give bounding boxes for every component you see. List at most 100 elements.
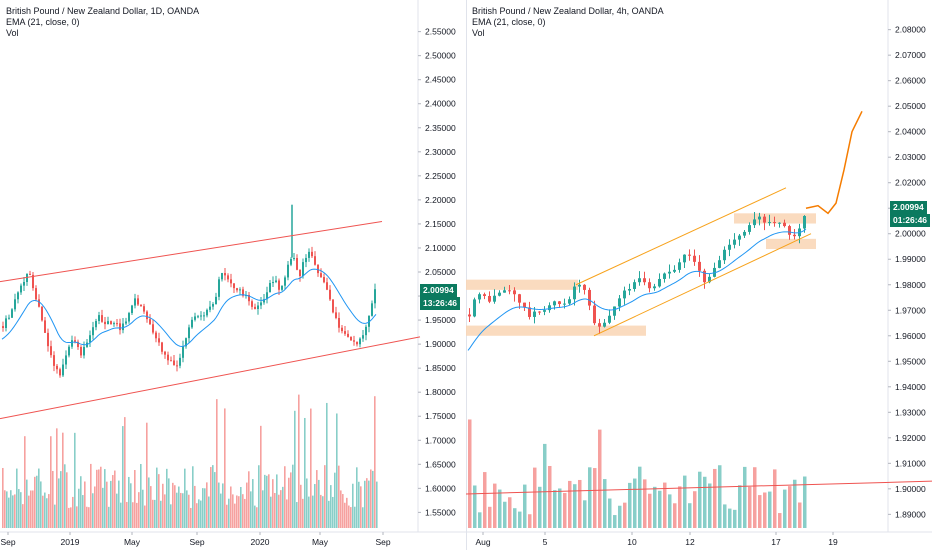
left-candle-body (62, 364, 64, 376)
right-candle-body (678, 262, 681, 270)
right-volume-ma-line (466, 480, 932, 495)
right-x-tick-label: 5 (543, 537, 548, 547)
left-volume-bar (356, 467, 358, 528)
right-candle-body (588, 289, 591, 306)
right-candle-body (623, 290, 626, 299)
right-legend-ema[interactable]: EMA (21, close, 0) (472, 17, 546, 27)
left-legend-vol[interactable]: Vol (6, 28, 19, 38)
right-volume-bar (728, 508, 732, 528)
left-candle-body (53, 355, 55, 366)
left-volume-bar (298, 394, 300, 528)
left-candle-body (248, 294, 250, 302)
left-legend-title[interactable]: British Pound / New Zealand Dollar, 1D, … (6, 6, 200, 16)
left-volume-bar (366, 478, 368, 528)
right-chart-canvas[interactable]: 2.08000 2.07000 2.06000 2.05000 2.04000 2.030… (466, 0, 932, 550)
left-volume-bar (140, 464, 142, 528)
right-y-tick-label: 2.07000 (895, 50, 926, 60)
right-volume-bar (558, 488, 562, 528)
right-candle-body (523, 302, 526, 308)
left-legend: British Pound / New Zealand Dollar, 1D, … (6, 6, 199, 39)
left-candle-body (320, 273, 322, 278)
left-volume-bar (4, 490, 6, 528)
right-volume-bar (508, 497, 512, 528)
left-volume-bar (370, 469, 372, 528)
left-volume-bar (124, 417, 126, 528)
right-countdown-badge: 01:26:46 (890, 214, 931, 228)
right-volume-bar (528, 514, 532, 528)
right-volume-bar (733, 509, 737, 528)
right-volume-bar (583, 500, 587, 528)
left-volume-bar (194, 485, 196, 528)
right-sr-zone (766, 238, 816, 250)
right-volume-bar (568, 480, 572, 528)
left-candle-body (182, 346, 184, 358)
pane-divider[interactable] (466, 0, 467, 550)
left-volume-bar (178, 486, 180, 528)
right-candle-body (778, 222, 781, 224)
right-candle-body (578, 284, 581, 287)
right-y-tick-label: 1.95000 (895, 356, 926, 366)
right-legend-title[interactable]: British Pound / New Zealand Dollar, 4h, … (472, 6, 664, 16)
left-volume-bar (324, 465, 326, 528)
right-volume-bar (753, 467, 757, 528)
left-candle-body (239, 289, 241, 291)
right-candle-body (583, 284, 586, 290)
right-candle-body (518, 294, 521, 303)
right-candle-body (768, 222, 771, 224)
left-candle-body (326, 282, 328, 290)
left-candle-body (80, 346, 82, 356)
left-volume-bar (158, 474, 160, 528)
left-y-tick-label: 2.40000 (425, 99, 456, 109)
right-volume-bar (573, 484, 577, 528)
left-candle-body (242, 289, 244, 296)
left-candle-body (287, 264, 289, 278)
left-volume-bar (50, 436, 52, 528)
left-candle-body (371, 303, 373, 316)
left-y-tick-label: 2.10000 (425, 243, 456, 253)
left-volume-bar (110, 480, 112, 528)
right-y-tick-label: 2.05000 (895, 101, 926, 111)
left-candle-body (77, 341, 79, 347)
left-volume-bar (56, 428, 58, 528)
left-candle-body (170, 360, 172, 362)
right-candle-body (543, 310, 546, 312)
left-volume-bar (210, 467, 212, 528)
left-volume-bar (126, 501, 128, 528)
left-volume-bar (142, 489, 144, 528)
left-candle-body (308, 251, 310, 258)
left-legend-ema[interactable]: EMA (21, close, 0) (6, 17, 80, 27)
left-volume-bar (236, 495, 238, 528)
left-volume-bar (354, 506, 356, 528)
left-candle-body (257, 305, 259, 309)
left-candle-body (125, 321, 127, 324)
left-candle-body (119, 323, 121, 331)
left-candle-body (41, 306, 43, 321)
left-volume-bar (152, 499, 154, 528)
left-volume-bar (198, 499, 200, 528)
left-volume-bar (184, 468, 186, 528)
left-chart-pane[interactable]: 2.55000 2.50000 2.45000 2.40000 2.35000 2.300… (0, 0, 466, 550)
right-candle-body (478, 294, 481, 300)
right-legend-vol[interactable]: Vol (472, 28, 485, 38)
left-volume-bar (176, 492, 178, 528)
right-candle-body (688, 254, 691, 256)
left-x-tick-label: Sep (375, 537, 390, 547)
right-volume-bar (708, 483, 712, 528)
left-chart-canvas[interactable]: 2.55000 2.50000 2.45000 2.40000 2.35000 2.300… (0, 0, 466, 550)
left-candle-body (26, 273, 28, 283)
right-volume-bar (623, 502, 627, 528)
left-volume-bar (20, 492, 22, 528)
left-candle-body (158, 338, 160, 343)
left-candle-body (338, 317, 340, 328)
right-volume-bar (633, 478, 637, 528)
right-volume-bar (538, 486, 542, 528)
right-volume-bar (773, 469, 777, 528)
left-volume-bar (278, 494, 280, 528)
left-candle-body (230, 279, 232, 284)
left-volume-bar (262, 490, 264, 528)
left-candle-body (164, 351, 166, 355)
right-y-tick-label: 1.92000 (895, 433, 926, 443)
right-chart-pane[interactable]: 2.08000 2.07000 2.06000 2.05000 2.04000 2.030… (466, 0, 932, 550)
right-candle-body (483, 294, 486, 296)
left-candle-body (299, 269, 301, 277)
